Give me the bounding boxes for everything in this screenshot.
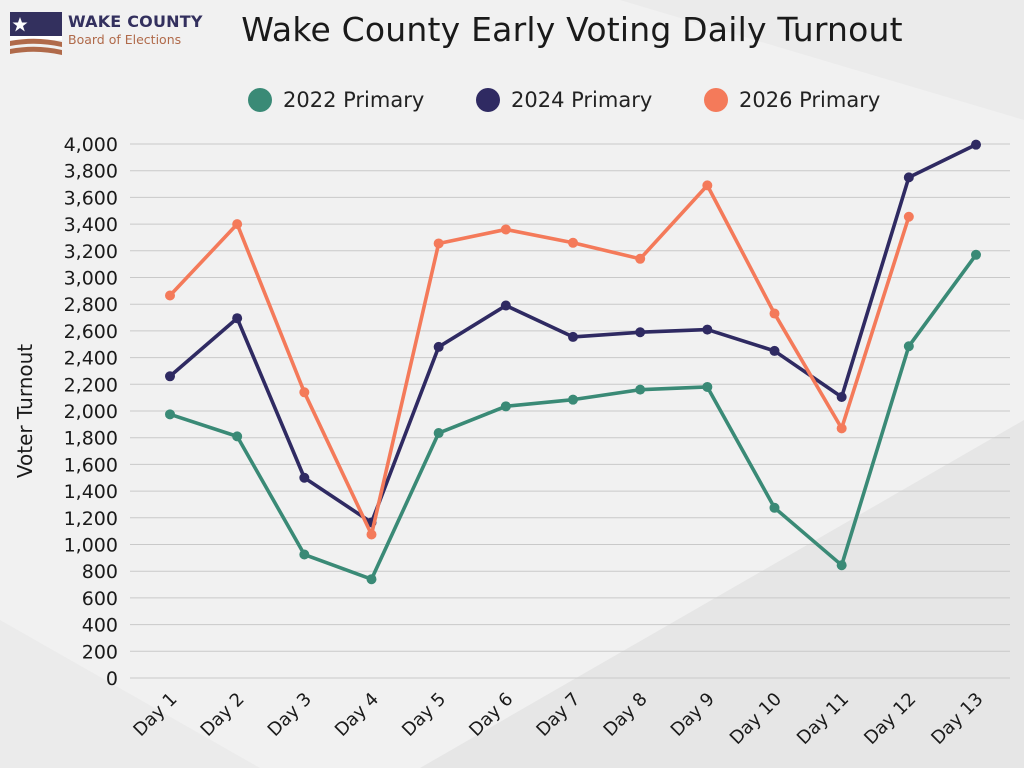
- data-point: [769, 502, 780, 513]
- y-tick-label: 4,000: [64, 134, 118, 156]
- y-tick-label: 3,200: [64, 241, 118, 263]
- data-point: [568, 394, 578, 405]
- series-line: [168, 253, 978, 582]
- y-tick-labels: 0 200 400 600 800 1,000 1,200 1,400 1,600 1,800 2,…: [64, 134, 118, 690]
- data-point: [836, 560, 847, 571]
- x-tick-label: Day 7: [532, 689, 584, 741]
- data-point: [165, 290, 175, 301]
- board-of-elections-logo: WAKE COUNTY Board of Elections: [10, 12, 210, 58]
- y-tick-label: 1,400: [64, 481, 118, 503]
- x-tick-label: Day 5: [398, 689, 450, 741]
- flag-icon: [10, 12, 62, 55]
- data-point: [232, 313, 243, 324]
- data-point: [568, 237, 578, 248]
- y-tick-label: 3,400: [64, 214, 118, 236]
- y-tick-label: 2,400: [64, 348, 118, 370]
- y-tick-label: 3,000: [64, 268, 118, 290]
- y-tick-label: 2,800: [64, 294, 118, 316]
- data-point: [165, 371, 175, 382]
- data-point: [299, 387, 310, 398]
- y-tick-label: 800: [82, 561, 118, 583]
- data-point: [903, 211, 914, 222]
- x-tick-label: Day 4: [331, 689, 383, 741]
- data-point: [836, 391, 847, 402]
- legend-marker: [476, 88, 500, 112]
- data-point: [971, 249, 981, 260]
- y-tick-label: 1,800: [64, 428, 118, 450]
- x-tick-label: Day 9: [667, 689, 719, 741]
- data-point: [836, 423, 847, 434]
- x-tick-label: Day 3: [264, 689, 316, 741]
- x-tick-label: Day 1: [129, 689, 181, 741]
- chart-title: Wake County Early Voting Daily Turnout: [241, 10, 903, 49]
- legend-label: 2026 Primary: [739, 88, 880, 112]
- data-point: [635, 253, 646, 264]
- data-point: [433, 341, 444, 352]
- data-point: [769, 308, 780, 319]
- data-point: [903, 341, 914, 352]
- y-tick-label: 1,200: [64, 508, 118, 530]
- series-2: [165, 139, 981, 528]
- y-tick-label: 2,200: [64, 374, 118, 396]
- x-tick-label: Day 6: [465, 689, 517, 741]
- y-tick-label: 2,000: [64, 401, 118, 423]
- legend-label: 2022 Primary: [283, 88, 424, 112]
- y-tick-label: 3,800: [64, 161, 118, 183]
- x-tick-label: Day 12: [860, 689, 920, 749]
- data-point: [366, 574, 377, 585]
- series-3: [165, 180, 914, 540]
- x-tick-label: Day 10: [726, 689, 786, 749]
- series-1: [165, 249, 981, 585]
- logo-subtitle: Board of Elections: [68, 32, 182, 47]
- data-point: [433, 428, 444, 439]
- data-point: [702, 381, 713, 392]
- data-point: [299, 472, 310, 483]
- data-point: [635, 327, 646, 338]
- data-point: [971, 139, 981, 150]
- data-point: [702, 180, 713, 191]
- data-point: [568, 331, 578, 342]
- y-tick-label: 600: [82, 588, 118, 610]
- data-point: [500, 401, 511, 412]
- x-tick-label: Day 11: [793, 689, 853, 749]
- y-tick-label: 0: [106, 668, 118, 690]
- data-point: [769, 345, 780, 356]
- x-tick-label: Day 8: [600, 689, 652, 741]
- y-tick-label: 2,600: [64, 321, 118, 343]
- series-line: [168, 183, 911, 537]
- legend: 2022 Primary 2024 Primary 2026 Primary: [248, 88, 880, 112]
- y-tick-label: 1,000: [64, 535, 118, 557]
- y-tick-label: 1,600: [64, 454, 118, 476]
- x-tick-label: Day 13: [927, 689, 987, 749]
- legend-marker: [704, 88, 728, 112]
- data-point: [366, 529, 377, 540]
- y-tick-label: 200: [82, 641, 118, 663]
- data-point: [635, 384, 646, 395]
- y-tick-label: 400: [82, 615, 118, 637]
- data-point: [433, 238, 444, 249]
- data-point: [232, 431, 243, 442]
- legend-marker: [248, 88, 272, 112]
- legend-item: 2026 Primary: [704, 88, 880, 112]
- series-lines: [165, 139, 981, 585]
- y-tick-label: 3,600: [64, 187, 118, 209]
- x-tick-label: Day 2: [197, 689, 249, 741]
- data-point: [702, 324, 713, 335]
- x-tick-labels: Day 1 Day 2 Day 3 Day 4 Day 5 Day 6 Day 7 Day 8…: [129, 689, 987, 749]
- data-point: [232, 219, 243, 230]
- legend-item: 2022 Primary: [248, 88, 424, 112]
- grid-lines: [130, 143, 1010, 679]
- y-axis-label: Voter Turnout: [13, 344, 37, 478]
- legend-label: 2024 Primary: [511, 88, 652, 112]
- data-point: [500, 224, 511, 235]
- data-point: [299, 549, 310, 560]
- data-point: [903, 172, 914, 183]
- logo-title: WAKE COUNTY: [68, 12, 203, 31]
- data-point: [500, 300, 511, 311]
- data-point: [165, 409, 175, 420]
- legend-item: 2024 Primary: [476, 88, 652, 112]
